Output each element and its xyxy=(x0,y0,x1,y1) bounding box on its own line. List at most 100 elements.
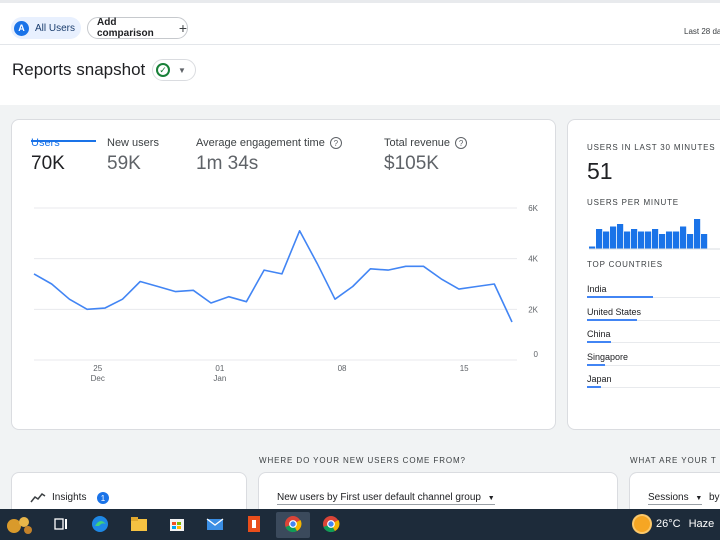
metric-label: New users xyxy=(107,137,159,149)
realtime-users-label: USERS IN LAST 30 MINUTES xyxy=(587,143,716,152)
channel-group-dropdown[interactable]: New users by First user default channel … xyxy=(277,492,495,505)
minute-bar xyxy=(603,231,610,249)
weather-condition: Haze xyxy=(688,518,715,530)
metric-label: Average engagement time xyxy=(196,137,325,149)
office-icon[interactable] xyxy=(244,514,264,534)
metric-value: 70K xyxy=(31,153,65,174)
taskbar: 26°C Haze xyxy=(0,509,720,540)
audience-chip[interactable]: A All Users xyxy=(11,17,81,39)
chrome-icon[interactable] xyxy=(283,514,303,534)
chevron-down-icon: ▼ xyxy=(178,65,186,75)
country-name: India xyxy=(587,284,607,294)
minute-bar xyxy=(589,246,596,249)
dropdown-label: Sessions xyxy=(648,492,689,503)
widgets-icon[interactable] xyxy=(4,512,38,538)
country-share-bar xyxy=(587,296,653,298)
add-comparison-label: Add comparison xyxy=(97,17,154,39)
whats-your-section-title: WHAT ARE YOUR T xyxy=(630,456,717,465)
users-series-line xyxy=(33,230,513,323)
x-tick-month-label: Dec xyxy=(91,374,105,383)
x-tick-label: 25 xyxy=(93,364,102,373)
haze-weather-icon xyxy=(634,516,650,532)
task-view-icon[interactable] xyxy=(51,514,71,534)
edge-icon[interactable] xyxy=(90,514,110,534)
users-per-minute-chart xyxy=(589,219,720,250)
minute-bar xyxy=(687,234,694,249)
minute-bar xyxy=(624,231,631,249)
metric-label-row: Average engagement time ? xyxy=(196,137,342,149)
new-users-section-title: WHERE DO YOUR NEW USERS COME FROM? xyxy=(259,456,466,465)
by-text: by xyxy=(709,492,720,503)
country-divider xyxy=(587,342,720,343)
top-bar: A All Users Add comparison + Last 28 da xyxy=(0,0,720,45)
country-share-bar xyxy=(587,363,605,366)
metric-users[interactable]: Users 70K xyxy=(31,137,65,175)
insights-label[interactable]: Insights xyxy=(52,492,87,503)
chrome-icon[interactable] xyxy=(321,514,341,534)
y-tick-label: 2K xyxy=(528,305,538,314)
file-explorer-icon[interactable] xyxy=(129,514,149,534)
minute-bar xyxy=(617,224,624,249)
country-name: Japan xyxy=(587,374,612,384)
avatar: A xyxy=(14,20,29,36)
metric-value: 1m 34s xyxy=(196,153,259,174)
minute-bar xyxy=(631,229,638,249)
status-dropdown[interactable]: ✓ ▼ xyxy=(152,59,196,81)
minute-bar xyxy=(652,229,659,249)
insights-count-badge: 1 xyxy=(97,492,109,504)
minute-bar xyxy=(680,226,687,249)
sessions-dropdown[interactable]: Sessions ▼ xyxy=(648,492,703,505)
country-share-bar xyxy=(587,386,602,388)
metric-new-users[interactable]: New users 59K xyxy=(107,137,159,175)
title-band: Reports snapshot ✓ ▼ xyxy=(0,45,720,105)
country-name: Singapore xyxy=(587,351,629,362)
metric-label: Users xyxy=(31,137,60,149)
add-comparison-button[interactable]: Add comparison + xyxy=(87,17,188,39)
metric-engagement-time[interactable]: Average engagement time ? 1m 34s xyxy=(196,137,342,175)
y-tick-label: 0 xyxy=(534,350,539,359)
minute-bar xyxy=(694,219,701,249)
country-share-bar xyxy=(587,341,611,343)
overview-card: Users 70K New users 59K Average engageme… xyxy=(11,119,556,430)
minute-bar xyxy=(659,234,666,249)
country-divider xyxy=(587,364,720,366)
y-tick-label: 6K xyxy=(528,204,538,213)
top-countries-label: TOP COUNTRIES xyxy=(587,260,663,269)
page-title: Reports snapshot xyxy=(12,60,146,79)
country-name: China xyxy=(587,329,611,339)
y-tick-label: 4K xyxy=(528,255,538,264)
help-icon[interactable]: ? xyxy=(329,137,342,149)
chevron-down-icon: ▼ xyxy=(695,495,703,502)
audience-chip-label: All Users xyxy=(35,22,76,34)
country-name: United States xyxy=(587,306,642,317)
country-divider xyxy=(587,387,720,388)
realtime-card: USERS IN LAST 30 MINUTES 51 USERS PER MI… xyxy=(567,119,720,430)
minute-bar xyxy=(596,229,603,249)
temperature: 26°C xyxy=(656,518,681,530)
x-tick-label: 15 xyxy=(460,364,469,373)
help-icon[interactable]: ? xyxy=(455,137,468,149)
mail-icon[interactable] xyxy=(205,514,225,534)
check-circle-icon: ✓ xyxy=(156,63,170,77)
minute-bar xyxy=(610,226,617,249)
minute-bar xyxy=(638,231,645,249)
metric-label-row: Total revenue ? xyxy=(384,137,468,149)
active-metric-underline xyxy=(31,140,96,142)
minute-bar xyxy=(701,234,708,249)
users-per-minute-label: USERS PER MINUTE xyxy=(587,198,679,207)
minute-bar xyxy=(645,231,652,249)
metric-label: Total revenue xyxy=(384,137,451,149)
chevron-down-icon: ▼ xyxy=(487,495,495,502)
x-tick-label: 08 xyxy=(338,364,347,373)
dropdown-label: New users by First user default channel … xyxy=(277,492,481,503)
country-divider xyxy=(587,319,720,321)
store-icon[interactable] xyxy=(167,514,187,534)
weather-widget[interactable]: 26°C Haze xyxy=(634,516,714,532)
metric-total-revenue[interactable]: Total revenue ? $105K xyxy=(384,137,468,175)
minute-bar xyxy=(673,231,680,249)
trend-icon xyxy=(30,492,46,503)
date-range-label[interactable]: Last 28 da xyxy=(684,27,720,36)
metric-value: $105K xyxy=(384,153,439,174)
country-divider xyxy=(587,297,720,298)
